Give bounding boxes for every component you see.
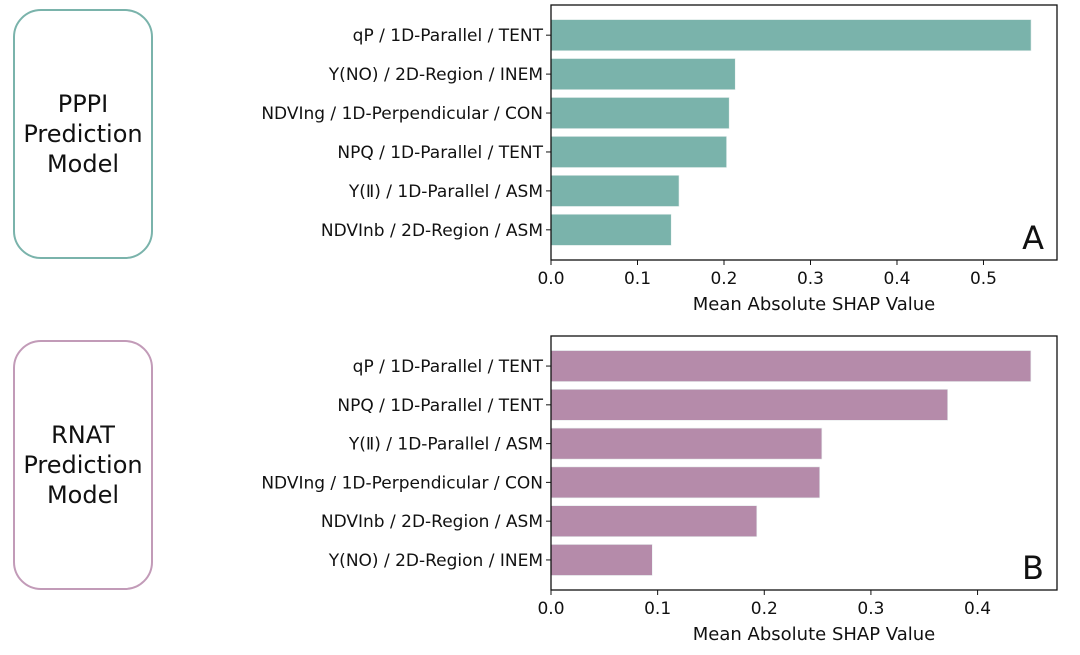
category-label: Y(Ⅱ) / 1D-Parallel / ASM [348,435,543,455]
bar [550,136,727,168]
x-tick-label: 0.3 [857,599,884,619]
bar [550,213,672,246]
category-label: NDVIng / 1D-Perpendicular / CON [261,473,543,493]
x-axis-title: Mean Absolute SHAP Value [693,624,935,645]
category-label: NDVInb / 2D-Region / ASM [321,512,543,532]
rnat-model-label: RNAT Prediction Model [23,420,142,510]
bar [550,58,736,90]
x-tick-label: 0.1 [644,599,671,619]
x-tick-label: 0.0 [537,269,564,289]
chart-panel-b: qP / 1D-Parallel / TENT NPQ / 1D-Parallel… [261,335,1058,645]
x-tick-label: 0.5 [970,269,997,289]
bar [550,427,823,460]
bar [550,389,948,421]
category-label: Y(Ⅱ) / 1D-Parallel / ASM [348,182,543,202]
category-label: qP / 1D-Parallel / TENT [353,357,544,377]
x-tick-label: 0.3 [797,269,824,289]
bar [550,175,680,207]
x-tick-label: 0.4 [883,269,910,289]
category-label: Y(NO) / 2D-Region / INEM [328,65,543,85]
bar [550,466,821,499]
panel-letter: A [1022,219,1044,257]
x-tick-label: 0.1 [624,269,651,289]
x-tick-label: 0.0 [537,599,564,619]
rnat-model-box: RNAT Prediction Model [13,340,153,590]
model-label-line: PPPI [57,90,109,118]
category-label: NDVIng / 1D-Perpendicular / CON [261,104,543,124]
bar [550,544,653,576]
x-tick-label: 0.2 [710,269,737,289]
x-tick-label: 0.4 [964,599,991,619]
pppi-model-label: PPPI Prediction Model [23,89,142,179]
plot-frame [550,335,1058,591]
bar [550,19,1032,52]
chart-panel-a: qP / 1D-Parallel / TENT Y(NO) / 2D-Region… [261,4,1058,315]
bar [550,350,1032,382]
bar [550,97,730,129]
bar [550,505,758,537]
category-label: NPQ / 1D-Parallel / TENT [337,396,543,416]
category-label: NDVInb / 2D-Region / ASM [321,221,543,241]
category-label: qP / 1D-Parallel / TENT [353,26,544,46]
panel-letter: B [1022,549,1044,587]
plot-frame [550,4,1058,261]
model-label-line: Model [46,481,120,509]
model-label-line: RNAT [51,421,115,449]
model-label-line: Prediction [23,451,143,479]
category-label: Y(NO) / 2D-Region / INEM [328,551,543,571]
model-label-line: Model [46,150,120,178]
model-label-line: Prediction [23,120,143,148]
x-tick-label: 0.2 [751,599,778,619]
category-label: NPQ / 1D-Parallel / TENT [337,143,543,163]
pppi-model-box: PPPI Prediction Model [13,9,153,259]
x-axis-title: Mean Absolute SHAP Value [693,294,935,315]
